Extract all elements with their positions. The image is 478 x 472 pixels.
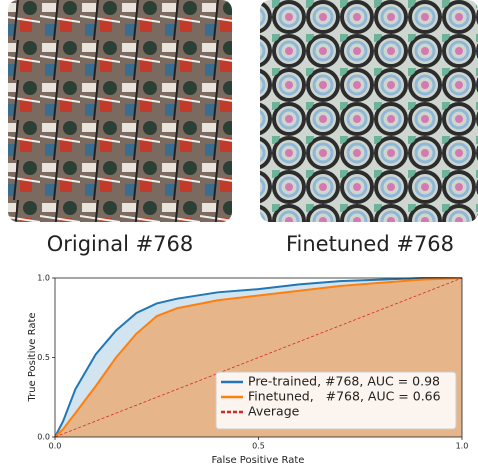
y-axis-label: True Positive Rate	[27, 312, 38, 402]
x-axis-label: False Positive Rate	[212, 455, 305, 466]
y-tick-label: 0.5	[37, 353, 50, 362]
x-tick-label: 0.0	[49, 442, 62, 451]
y-tick-label: 0.0	[37, 433, 50, 442]
legend-label: Pre-trained, #768, AUC = 0.98	[248, 374, 440, 389]
legend-box	[215, 371, 457, 430]
legend-label: Finetuned, #768, AUC = 0.66	[248, 389, 441, 404]
y-tick-label: 1.0	[37, 274, 50, 283]
legend-label: Average	[248, 404, 300, 419]
series-line	[54, 277, 463, 438]
x-tick-label: 1.0	[456, 442, 469, 451]
image-caption: Original #768	[47, 232, 194, 256]
original-image	[8, 0, 232, 222]
series-line	[54, 277, 462, 438]
x-tick-label: 0.5	[252, 442, 265, 451]
series-line	[54, 277, 463, 438]
image-caption: Finetuned #768	[286, 232, 454, 256]
finetuned-image	[260, 0, 478, 222]
